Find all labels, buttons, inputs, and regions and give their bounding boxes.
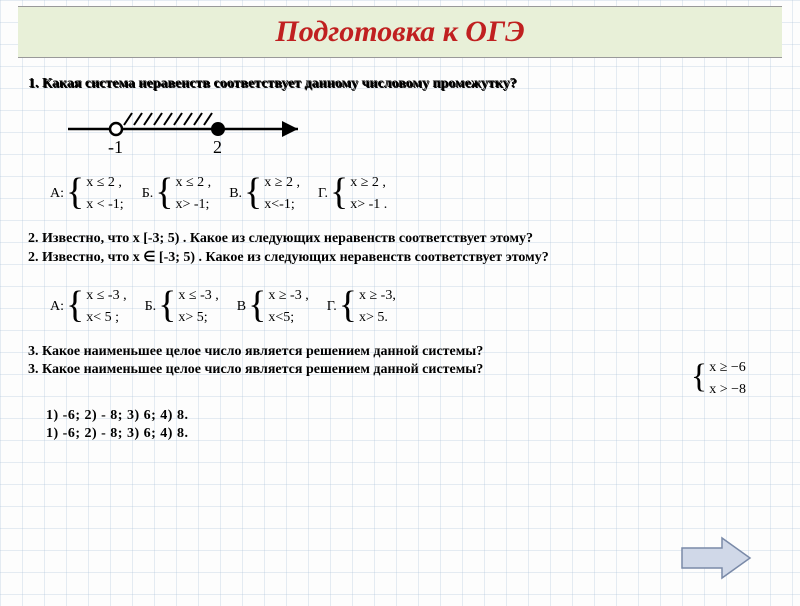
q2-text-a: 2. Известно, что x [-3; 5) . Какое из сл… — [28, 231, 772, 247]
q2-opt-g: Г. { x ≥ -3, x> 5. — [327, 288, 396, 326]
q3-answers-b: 1) -6; 2) - 8; 3) 6; 4) 8. — [46, 426, 772, 442]
q3-text-a: 3. Какое наименьшее целое число является… — [28, 344, 772, 360]
q1-options: А: { x ≤ 2 , x < -1; Б. { x ≤ 2 , x> -1;… — [50, 175, 772, 213]
content-area: 1. Какая система неравенств соответствуе… — [0, 58, 800, 442]
q2-opt-v: В { x ≥ -3 , x<5; — [237, 288, 309, 326]
number-line-svg: -1 2 — [68, 107, 328, 163]
q1-opt-g: Г. { x ≥ 2 , x> -1 . — [318, 175, 387, 213]
q1-opt-v: В. { x ≥ 2 , x<-1; — [229, 175, 300, 213]
numline-left-label: -1 — [108, 137, 123, 157]
numline-right-label: 2 — [213, 137, 222, 157]
brace-icon: { — [244, 176, 262, 208]
q3-text-b: 3. Какое наименьшее целое число является… — [28, 362, 483, 378]
q2-block: 2. Известно, что x [-3; 5) . Какое из сл… — [28, 231, 772, 266]
q2-opt-b: Б. { x ≤ -3 , x> 5; — [145, 288, 219, 326]
arrow-right-icon — [680, 536, 752, 580]
q3-block: 3. Какое наименьшее целое число является… — [28, 344, 772, 398]
q3-answers-a: 1) -6; 2) - 8; 3) 6; 4) 8. — [46, 408, 772, 424]
brace-icon: { — [66, 176, 84, 208]
brace-icon: { — [691, 361, 707, 393]
q1-opt-a: А: { x ≤ 2 , x < -1; — [50, 175, 124, 213]
brace-icon: { — [155, 176, 173, 208]
brace-icon: { — [330, 176, 348, 208]
q1-text-front: 1. Какая система неравенств соответствуе… — [28, 76, 517, 91]
q1-opt-b: Б. { x ≤ 2 , x> -1; — [142, 175, 211, 213]
q2-text-b: 2. Известно, что x ∈ [-3; 5) . Какое из … — [28, 249, 772, 266]
q3-answers: 1) -6; 2) - 8; 3) 6; 4) 8. 1) -6; 2) - 8… — [46, 408, 772, 442]
next-arrow-button[interactable] — [680, 536, 752, 580]
title-bar: Подготовка к ОГЭ — [18, 6, 782, 58]
number-line: -1 2 — [68, 107, 328, 163]
q1-text: 1. Какая система неравенств соответствуе… — [28, 76, 772, 93]
brace-icon: { — [339, 289, 357, 321]
q3-system: { x ≥ −6 x > −8 — [691, 360, 746, 398]
q2-opt-a: А: { x ≤ -3 , x< 5 ; — [50, 288, 127, 326]
q2-options: А: { x ≤ -3 , x< 5 ; Б. { x ≤ -3 , x> 5;… — [50, 288, 772, 326]
brace-icon: { — [158, 289, 176, 321]
page-title: Подготовка к ОГЭ — [18, 15, 782, 49]
brace-icon: { — [66, 289, 84, 321]
brace-icon: { — [248, 289, 266, 321]
